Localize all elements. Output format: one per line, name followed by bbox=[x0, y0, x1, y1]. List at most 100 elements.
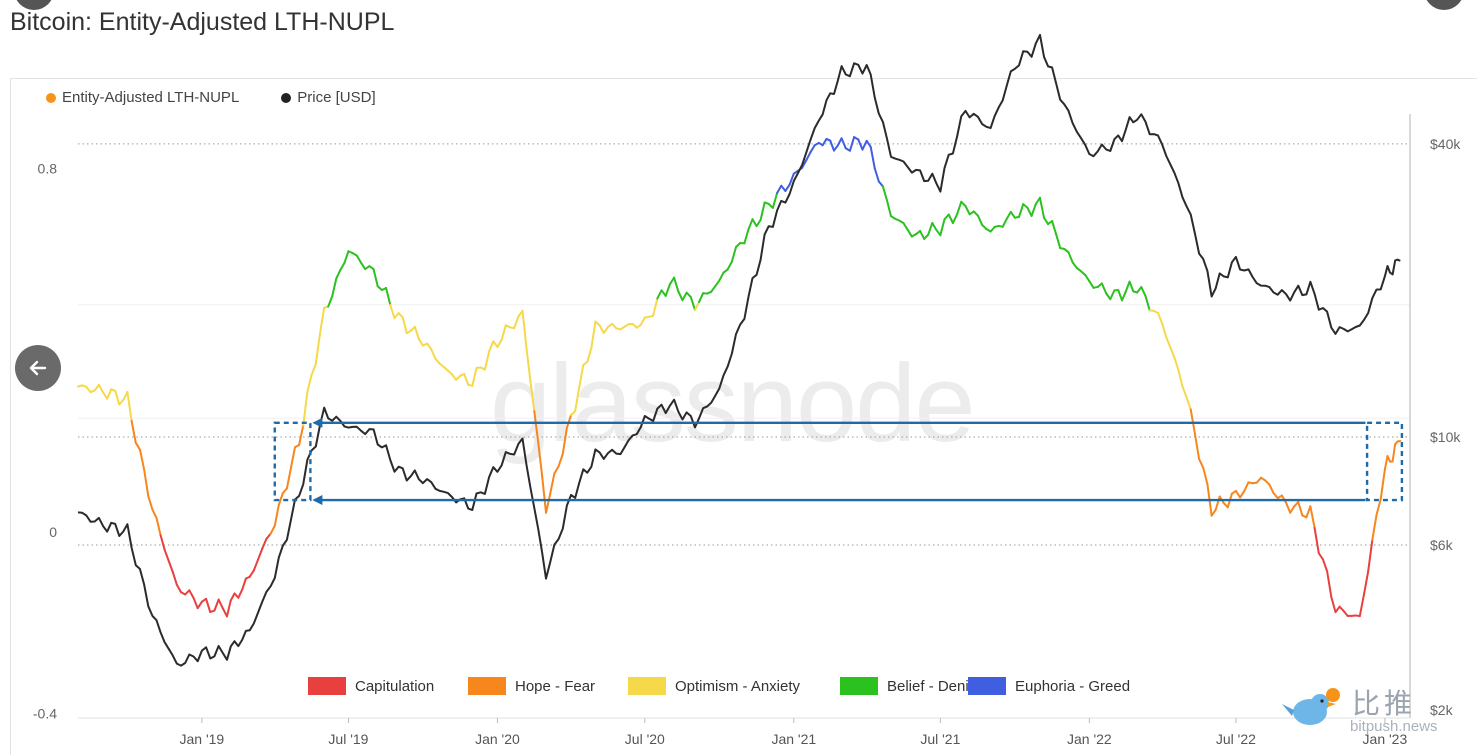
nupl-segment bbox=[312, 364, 316, 375]
nupl-segment bbox=[1089, 281, 1093, 288]
nupl-segment bbox=[666, 284, 670, 296]
nupl-segment bbox=[107, 389, 111, 398]
nupl-segment bbox=[1110, 290, 1114, 299]
nupl-segment bbox=[161, 535, 165, 550]
nupl-segment bbox=[928, 223, 932, 235]
nupl-segment bbox=[279, 493, 283, 505]
nupl-segment bbox=[320, 308, 324, 334]
nupl-segment bbox=[715, 281, 719, 287]
x-tick-label: Jan '19 bbox=[180, 731, 225, 747]
nupl-segment bbox=[550, 473, 554, 493]
nupl-segment bbox=[653, 298, 657, 315]
nupl-segment bbox=[1130, 282, 1134, 292]
nupl-segment bbox=[357, 256, 361, 263]
nupl-segment bbox=[464, 374, 468, 385]
nupl-segment bbox=[173, 572, 177, 585]
nupl-segment bbox=[152, 510, 156, 518]
nupl-segment bbox=[904, 223, 908, 230]
series-layer bbox=[78, 35, 1400, 666]
nupl-segment bbox=[502, 325, 506, 340]
nupl-segment bbox=[332, 278, 336, 296]
nupl-segment bbox=[719, 273, 723, 281]
nupl-segment bbox=[262, 539, 266, 549]
regime-label: Euphoria - Greed bbox=[1015, 678, 1130, 695]
bird-logo-icon bbox=[1282, 686, 1344, 732]
nupl-segment bbox=[830, 141, 834, 151]
nupl-segment bbox=[214, 600, 218, 611]
nupl-segment bbox=[361, 263, 365, 269]
nupl-segment bbox=[695, 302, 699, 310]
nupl-segment bbox=[1032, 204, 1036, 216]
nupl-segment bbox=[374, 269, 378, 286]
nupl-segment bbox=[206, 599, 210, 612]
nupl-segment bbox=[254, 560, 258, 571]
nupl-segment bbox=[1286, 503, 1290, 513]
nupl-segment bbox=[1170, 347, 1174, 357]
nupl-segment bbox=[711, 286, 715, 292]
brand-chinese-name: 比推 bbox=[1352, 682, 1416, 722]
nupl-segment bbox=[271, 526, 275, 534]
nupl-segment bbox=[978, 216, 982, 225]
regime-swatch bbox=[628, 677, 666, 695]
nupl-segment bbox=[132, 421, 136, 443]
nupl-segment bbox=[219, 600, 223, 609]
nupl-segment bbox=[1327, 571, 1331, 597]
nupl-segment bbox=[472, 368, 476, 386]
nupl-segment bbox=[115, 391, 119, 405]
nupl-segment bbox=[1052, 221, 1056, 234]
nupl-segment bbox=[177, 585, 181, 593]
nupl-segment bbox=[157, 518, 161, 535]
nupl-segment bbox=[920, 231, 924, 239]
nupl-segment bbox=[1385, 456, 1388, 469]
nupl-segment bbox=[227, 600, 231, 616]
nupl-segment bbox=[231, 593, 235, 600]
nupl-segment bbox=[575, 388, 579, 412]
nupl-segment bbox=[732, 247, 736, 262]
nupl-segment bbox=[748, 219, 752, 229]
nupl-segment bbox=[148, 496, 152, 509]
nupl-segment bbox=[604, 327, 608, 333]
nupl-segment bbox=[563, 428, 567, 454]
price-line bbox=[78, 35, 1400, 666]
nupl-segment bbox=[579, 365, 583, 387]
x-tick-label: Jul '21 bbox=[920, 731, 960, 747]
nupl-segment bbox=[699, 293, 703, 302]
nupl-segment bbox=[1216, 496, 1220, 509]
nupl-segment bbox=[1319, 553, 1323, 559]
nupl-segment bbox=[534, 411, 538, 442]
brand-site: bitpush.news bbox=[1350, 718, 1438, 735]
nupl-segment bbox=[691, 297, 695, 310]
nupl-segment bbox=[940, 219, 944, 235]
nupl-segment bbox=[883, 186, 887, 200]
nupl-segment bbox=[1310, 506, 1314, 528]
arrow-left-icon bbox=[27, 357, 49, 379]
nupl-segment bbox=[1044, 218, 1048, 224]
nupl-segment bbox=[858, 139, 862, 149]
nupl-segment bbox=[169, 561, 173, 572]
nupl-segment bbox=[1236, 491, 1240, 497]
nupl-segment bbox=[189, 590, 193, 598]
regime-label: Belief - Denial bbox=[887, 678, 980, 695]
nupl-segment bbox=[165, 550, 169, 561]
nupl-segment bbox=[1056, 234, 1060, 248]
nupl-segment bbox=[591, 322, 595, 348]
nupl-segment bbox=[887, 200, 891, 216]
nupl-segment bbox=[953, 214, 957, 223]
nupl-segment bbox=[390, 305, 394, 318]
nupl-segment bbox=[908, 230, 912, 237]
nupl-segment bbox=[875, 168, 879, 181]
nupl-segment bbox=[957, 202, 961, 215]
nupl-segment bbox=[567, 415, 571, 428]
nupl-segment bbox=[773, 193, 777, 208]
nupl-segment bbox=[1372, 515, 1376, 540]
back-button[interactable] bbox=[15, 345, 61, 391]
nupl-segment bbox=[744, 229, 748, 243]
nupl-segment bbox=[1011, 212, 1015, 218]
regime-swatch bbox=[308, 677, 346, 695]
nupl-segment bbox=[1244, 482, 1248, 491]
nupl-segment bbox=[258, 549, 262, 560]
nupl-segment bbox=[1102, 283, 1106, 293]
nupl-segment bbox=[194, 598, 198, 608]
